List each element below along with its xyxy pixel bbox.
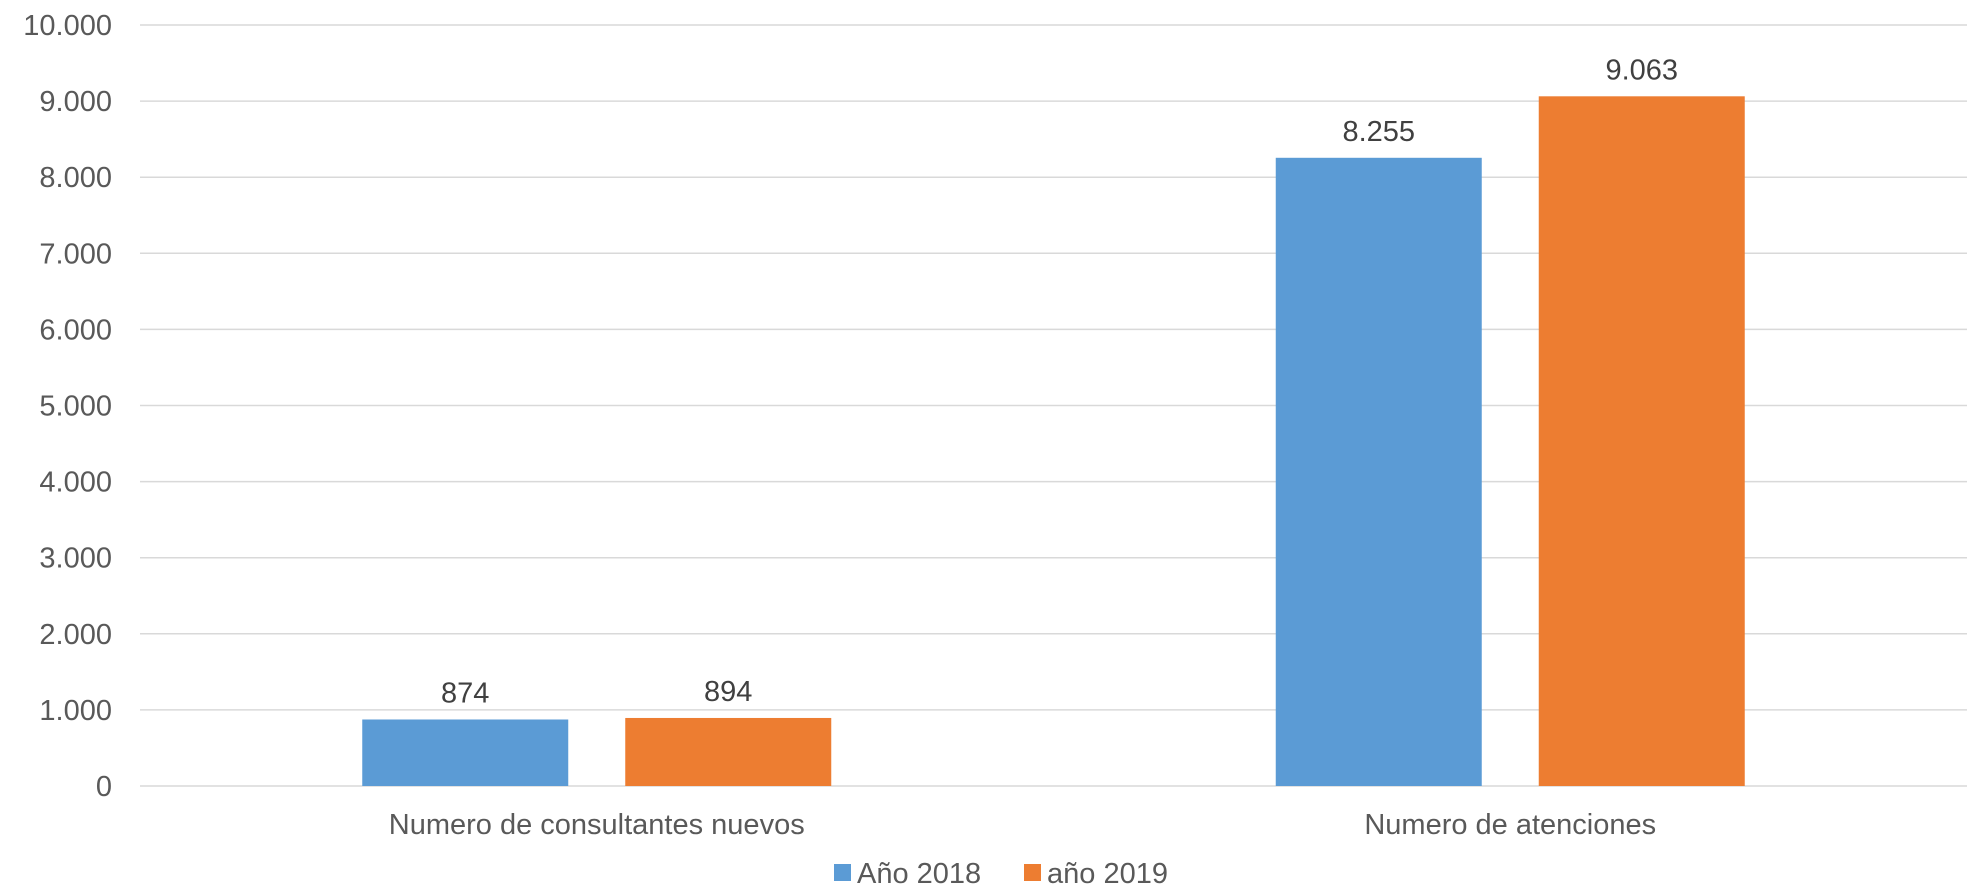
y-tick-label: 5.000 xyxy=(39,391,112,423)
x-axis-category-labels: Numero de consultantes nuevos Numero de a… xyxy=(389,809,1656,841)
y-tick-label: 6.000 xyxy=(39,314,112,346)
y-tick-label: 2.000 xyxy=(39,619,112,651)
y-tick-label: 9.000 xyxy=(39,86,112,118)
y-tick-label: 8.000 xyxy=(39,162,112,194)
bar xyxy=(1538,96,1745,786)
data-label: 894 xyxy=(704,676,752,708)
y-tick-label: 10.000 xyxy=(23,10,112,42)
legend-label: año 2019 xyxy=(1047,858,1168,890)
bar xyxy=(625,717,832,786)
bar xyxy=(362,719,569,786)
y-tick-label: 4.000 xyxy=(39,467,112,499)
legend: Año 2018 año 2019 xyxy=(834,858,1168,890)
y-tick-label: 3.000 xyxy=(39,543,112,575)
legend-swatch xyxy=(1024,864,1041,881)
y-tick-label: 0 xyxy=(96,771,112,803)
x-tick-label: Numero de consultantes nuevos xyxy=(389,809,805,841)
bars xyxy=(362,96,1745,786)
y-tick-label: 1.000 xyxy=(39,695,112,727)
legend-label: Año 2018 xyxy=(857,858,981,890)
x-tick-label: Numero de atenciones xyxy=(1364,809,1656,841)
y-axis-tick-labels: 0 1.000 2.000 3.000 4.000 5.000 6.000 7.000 8.00… xyxy=(23,10,112,803)
data-label: 8.255 xyxy=(1342,116,1415,148)
data-labels: 874 894 8.255 9.063 xyxy=(441,54,1678,709)
data-label: 9.063 xyxy=(1605,54,1678,86)
data-label: 874 xyxy=(441,677,489,709)
y-tick-label: 7.000 xyxy=(39,238,112,270)
bar xyxy=(1275,157,1482,786)
legend-swatch xyxy=(834,864,851,881)
